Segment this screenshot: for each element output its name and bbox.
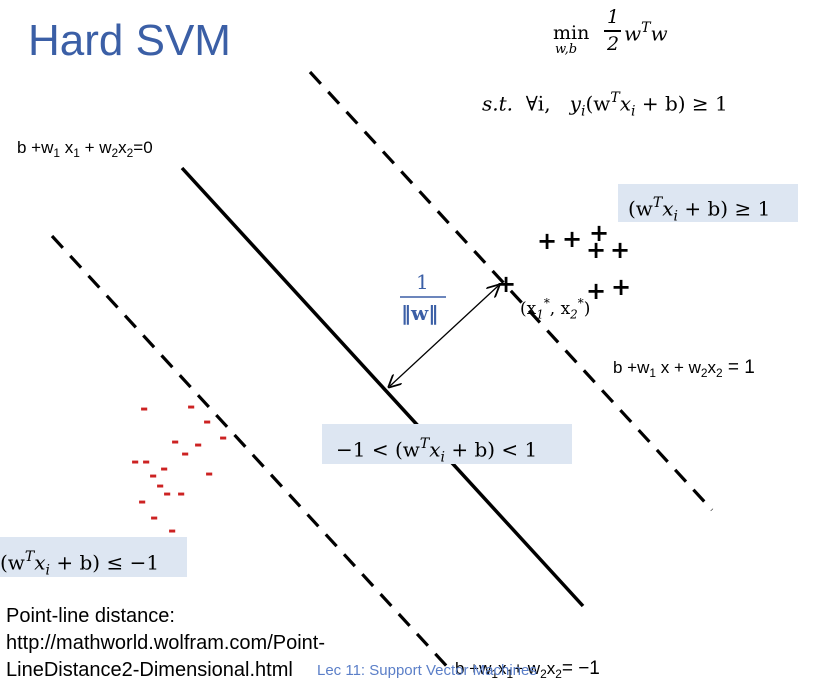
margin-region-box: −1 < (wTxi + b) < 1 <box>322 424 572 465</box>
positive-point: + <box>610 236 631 264</box>
negative-point: - <box>194 432 203 456</box>
note-heading: Point-line distance: <box>6 605 175 627</box>
negative-point: - <box>131 449 140 473</box>
objective-frac-den: 2 <box>607 33 620 55</box>
positive-point: + <box>586 236 607 264</box>
negative-point: - <box>219 425 228 449</box>
objective-frac-bar <box>604 30 621 32</box>
constraint: s.t. ∀i, yi(wTxi + b) ≥ 1 <box>482 90 728 120</box>
negative-point: - <box>160 456 169 480</box>
distance-numerator: 1 <box>416 270 429 294</box>
slide-footer: Lec 11: Support Vector Machines <box>317 662 537 679</box>
positive-point: + <box>589 219 610 247</box>
objective-min-sub: w,b <box>555 42 578 57</box>
positive-region-box: (wTxi + b) ≥ 1 <box>618 184 798 224</box>
objective-frac-num: 1 <box>607 6 620 28</box>
support-point-label: (x1*, x2*) <box>520 296 591 322</box>
note-url-line1[interactable]: http://mathworld.wolfram.com/Point- <box>6 632 325 654</box>
positive-point: + <box>537 227 558 255</box>
negative-margin-line <box>50 234 454 674</box>
negative-point: - <box>171 429 180 453</box>
negative-point: - <box>181 441 190 465</box>
negative-point: - <box>149 463 158 487</box>
page-title: Hard SVM <box>28 16 231 65</box>
objective-min: min <box>553 22 590 44</box>
positive-margin-label: b +w1 x + w2x2 = 1 <box>613 357 755 381</box>
positive-point: + <box>611 273 632 301</box>
note-url-line2[interactable]: LineDistance2-Dimensional.html <box>6 659 293 681</box>
decision-boundary-label: b +w1 x1 + w2x2=0 <box>17 138 153 161</box>
positive-point: + <box>586 277 607 305</box>
negative-point: - <box>168 518 177 542</box>
negative-region-box: (wTxi + b) ≤ −1 <box>0 537 187 578</box>
objective-expression: wTw <box>624 20 668 46</box>
negative-point: - <box>187 394 196 418</box>
margin-width-arrow <box>390 286 498 386</box>
negative-support-point: - <box>203 409 212 433</box>
negative-point: - <box>140 396 149 420</box>
negative-point: - <box>156 473 165 497</box>
negative-point: - <box>150 505 159 529</box>
positive-support-point: + <box>496 270 517 298</box>
positive-margin-line <box>308 70 714 512</box>
distance-denominator: ‖w‖ <box>401 301 439 325</box>
negative-point: - <box>163 481 172 505</box>
negative-point: - <box>177 481 186 505</box>
positive-point: + <box>562 225 583 253</box>
negative-point: - <box>142 449 151 473</box>
decision-boundary-line <box>180 166 585 608</box>
negative-margin-label: b +w1x1+ w2x2= −1 <box>455 658 600 682</box>
negative-point: - <box>205 461 214 485</box>
negative-point: - <box>138 489 147 513</box>
